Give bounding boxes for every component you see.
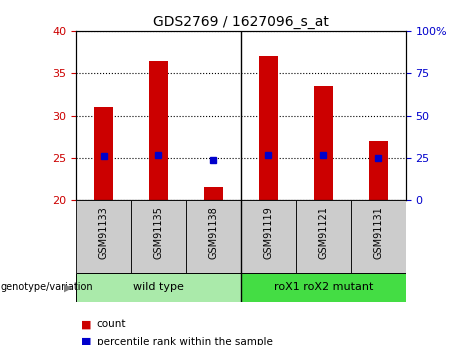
Text: ■: ■ xyxy=(81,319,91,329)
Text: count: count xyxy=(97,319,126,329)
Bar xyxy=(259,57,278,200)
Bar xyxy=(76,273,241,302)
Bar xyxy=(351,200,406,273)
Bar xyxy=(76,200,131,273)
Text: GSM91138: GSM91138 xyxy=(208,206,219,259)
Text: wild type: wild type xyxy=(133,282,184,292)
Bar xyxy=(94,107,113,200)
Bar xyxy=(241,273,406,302)
Text: percentile rank within the sample: percentile rank within the sample xyxy=(97,337,273,345)
Text: GSM91121: GSM91121 xyxy=(318,206,328,259)
Text: GSM91135: GSM91135 xyxy=(154,206,164,259)
Text: roX1 roX2 mutant: roX1 roX2 mutant xyxy=(273,282,373,292)
Text: genotype/variation: genotype/variation xyxy=(1,282,94,292)
Bar xyxy=(241,200,296,273)
Title: GDS2769 / 1627096_s_at: GDS2769 / 1627096_s_at xyxy=(153,14,329,29)
Text: GSM91131: GSM91131 xyxy=(373,206,383,259)
Bar xyxy=(131,200,186,273)
Text: ■: ■ xyxy=(81,337,91,345)
Bar xyxy=(296,200,351,273)
Text: GSM91133: GSM91133 xyxy=(99,206,108,259)
Bar xyxy=(149,61,168,200)
Bar xyxy=(313,86,333,200)
Bar xyxy=(204,187,223,200)
Bar xyxy=(186,200,241,273)
Text: GSM91119: GSM91119 xyxy=(263,206,273,259)
Bar xyxy=(369,141,388,200)
Text: ▶: ▶ xyxy=(64,282,72,292)
